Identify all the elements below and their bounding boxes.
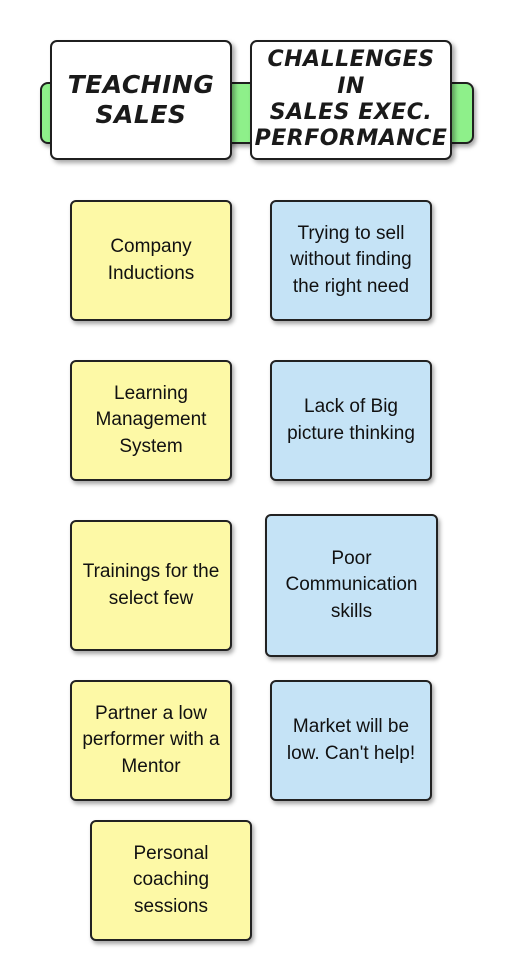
teaching-note-learning-management-system: Learning Management System (70, 360, 232, 481)
note-text: Poor Communication skills (285, 548, 418, 622)
teaching-note-trainings-select-few: Trainings for the select few (70, 520, 232, 651)
note-text: Trying to sell without finding the right… (290, 223, 412, 297)
challenge-note-selling-without-need: Trying to sell without finding the right… (270, 200, 432, 321)
note-text: Partner a low performer with a Mentor (82, 703, 220, 777)
header-teaching-sales-label: TEACHING SALES (67, 70, 215, 129)
note-text: Trainings for the select few (82, 561, 220, 609)
header-teaching-sales: TEACHING SALES (50, 40, 232, 160)
note-text: Company Inductions (107, 236, 195, 284)
note-text: Personal coaching sessions (132, 843, 210, 917)
note-text: Learning Management System (95, 383, 207, 457)
note-text: Lack of Big picture thinking (287, 396, 415, 444)
challenge-note-market-low: Market will be low. Can't help! (270, 680, 432, 801)
teaching-note-personal-coaching: Personal coaching sessions (90, 820, 252, 941)
note-text: Market will be low. Can't help! (286, 716, 416, 764)
header-challenges: CHALLENGES IN SALES EXEC. PERFORMANCE (250, 40, 452, 160)
teaching-note-company-inductions: Company Inductions (70, 200, 232, 321)
challenge-note-communication: Poor Communication skills (265, 514, 438, 657)
challenge-note-big-picture: Lack of Big picture thinking (270, 360, 432, 481)
teaching-note-partner-mentor: Partner a low performer with a Mentor (70, 680, 232, 801)
header-challenges-label: CHALLENGES IN SALES EXEC. PERFORMANCE (254, 47, 448, 152)
